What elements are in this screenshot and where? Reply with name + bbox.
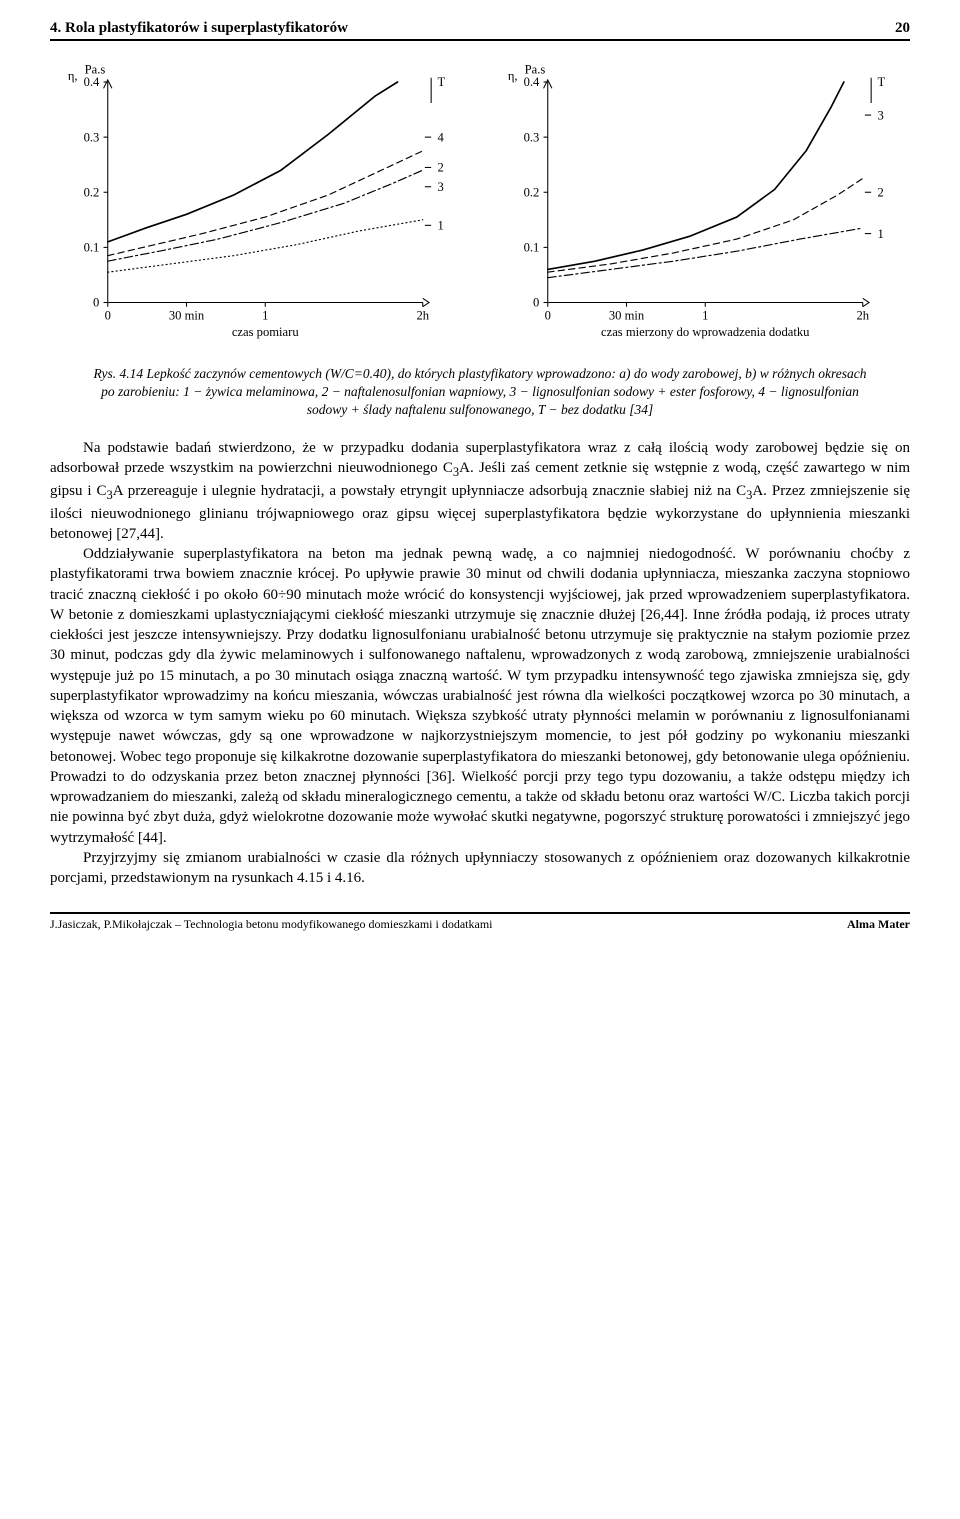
footer-left: J.Jasiczak, P.Mikołajczak – Technologia … bbox=[50, 917, 493, 932]
svg-text:0.4: 0.4 bbox=[524, 75, 540, 89]
svg-text:2h: 2h bbox=[856, 308, 869, 322]
svg-text:0: 0 bbox=[545, 308, 551, 322]
svg-text:η,: η, bbox=[68, 69, 78, 83]
svg-text:0.2: 0.2 bbox=[84, 185, 100, 199]
body-text: Na podstawie badań stwierdzono, że w prz… bbox=[50, 438, 910, 889]
svg-text:T: T bbox=[437, 75, 445, 89]
svg-text:4: 4 bbox=[437, 130, 444, 144]
svg-text:0: 0 bbox=[105, 308, 111, 322]
svg-text:0.1: 0.1 bbox=[524, 241, 540, 255]
svg-text:0.1: 0.1 bbox=[84, 241, 100, 255]
svg-text:0: 0 bbox=[533, 296, 539, 310]
svg-text:30 min: 30 min bbox=[169, 308, 205, 322]
chapter-title: 4. Rola plastyfikatorów i superplastyfik… bbox=[50, 20, 348, 37]
svg-text:0: 0 bbox=[93, 296, 99, 310]
svg-text:2: 2 bbox=[437, 161, 443, 175]
svg-text:30 min: 30 min bbox=[609, 308, 645, 322]
svg-text:η,: η, bbox=[508, 69, 518, 83]
svg-text:0.3: 0.3 bbox=[84, 130, 100, 144]
svg-text:3: 3 bbox=[877, 108, 883, 122]
svg-text:czas mierzony do wprowadzenia: czas mierzony do wprowadzenia dodatku bbox=[601, 325, 810, 339]
svg-text:1: 1 bbox=[437, 219, 443, 233]
svg-text:0.3: 0.3 bbox=[524, 130, 540, 144]
svg-text:1: 1 bbox=[702, 308, 708, 322]
figure-charts-row: η,Pa.sT00.10.20.30.4030 min12hczas pomia… bbox=[50, 61, 910, 355]
page-header: 4. Rola plastyfikatorów i superplastyfik… bbox=[50, 20, 910, 41]
svg-text:czas pomiaru: czas pomiaru bbox=[232, 325, 299, 339]
svg-text:1: 1 bbox=[262, 308, 268, 322]
chart-right: η,Pa.sT00.10.20.30.4030 min12hczas mierz… bbox=[490, 61, 910, 355]
page-number: 20 bbox=[895, 20, 910, 37]
chart-left: η,Pa.sT00.10.20.30.4030 min12hczas pomia… bbox=[50, 61, 470, 355]
svg-text:3: 3 bbox=[437, 180, 443, 194]
footer-right: Alma Mater bbox=[847, 917, 910, 932]
svg-text:0.4: 0.4 bbox=[84, 75, 100, 89]
paragraph: Przyjrzyjmy się zmianom urabialności w c… bbox=[50, 848, 910, 889]
paragraph: Na podstawie badań stwierdzono, że w prz… bbox=[50, 438, 910, 545]
svg-text:T: T bbox=[877, 75, 885, 89]
svg-text:2h: 2h bbox=[416, 308, 429, 322]
page-footer: J.Jasiczak, P.Mikołajczak – Technologia … bbox=[50, 912, 910, 932]
paragraph: Oddziaływanie superplastyfikatora na bet… bbox=[50, 544, 910, 848]
svg-text:1: 1 bbox=[877, 227, 883, 241]
svg-text:0.2: 0.2 bbox=[524, 185, 540, 199]
svg-text:2: 2 bbox=[877, 185, 883, 199]
figure-caption: Rys. 4.14 Lepkość zaczynów cementowych (… bbox=[90, 365, 870, 420]
